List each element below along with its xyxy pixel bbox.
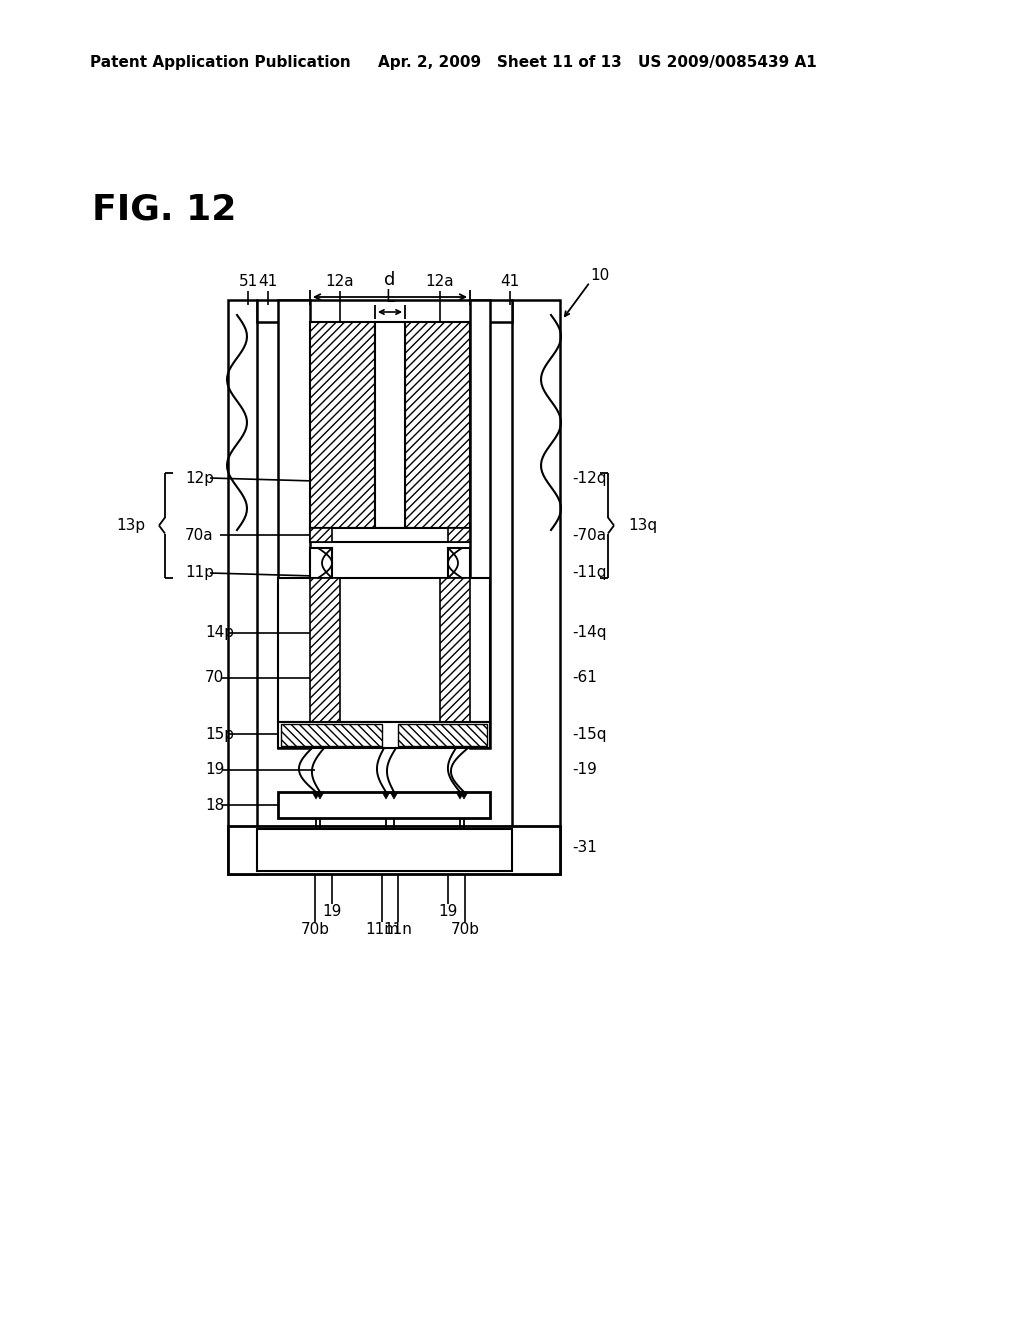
Text: FIG. 12: FIG. 12: [92, 193, 237, 227]
Text: d: d: [384, 271, 395, 289]
Bar: [449, 528, 470, 543]
Text: -15q: -15q: [572, 726, 606, 742]
Text: 18: 18: [205, 797, 224, 813]
Text: 70a: 70a: [185, 528, 214, 543]
Text: 19: 19: [205, 763, 224, 777]
Text: -31: -31: [572, 841, 597, 855]
Text: 19: 19: [438, 904, 458, 920]
Bar: [278, 578, 490, 722]
Text: 70b: 70b: [451, 923, 479, 937]
Text: 51: 51: [239, 275, 258, 289]
Bar: [398, 723, 487, 746]
Bar: [278, 722, 490, 748]
Bar: [310, 548, 332, 578]
Bar: [257, 829, 512, 871]
Text: -70a: -70a: [572, 528, 606, 543]
Bar: [310, 578, 340, 722]
Bar: [278, 300, 310, 748]
Text: -14q: -14q: [572, 626, 606, 640]
Text: Apr. 2, 2009   Sheet 11 of 13: Apr. 2, 2009 Sheet 11 of 13: [378, 54, 622, 70]
Polygon shape: [456, 792, 464, 799]
Text: L: L: [385, 288, 394, 306]
Bar: [406, 322, 470, 528]
Text: 41: 41: [501, 275, 519, 289]
Polygon shape: [316, 792, 324, 799]
Bar: [257, 300, 512, 322]
Polygon shape: [382, 792, 390, 799]
Bar: [228, 300, 257, 874]
Polygon shape: [390, 792, 398, 799]
Bar: [310, 528, 332, 543]
Text: Patent Application Publication: Patent Application Publication: [90, 54, 351, 70]
Text: 12a: 12a: [326, 275, 354, 289]
Bar: [278, 792, 490, 818]
Text: -19: -19: [572, 763, 597, 777]
Text: 13p: 13p: [116, 517, 145, 533]
Text: 70b: 70b: [300, 923, 330, 937]
Bar: [228, 826, 560, 874]
Text: 13q: 13q: [628, 517, 657, 533]
Text: US 2009/0085439 A1: US 2009/0085439 A1: [638, 54, 817, 70]
Bar: [281, 723, 382, 746]
Polygon shape: [312, 792, 319, 799]
Text: 11m: 11m: [365, 923, 399, 937]
Bar: [375, 322, 406, 528]
Text: 14p: 14p: [205, 626, 234, 640]
Bar: [512, 300, 560, 874]
Bar: [470, 300, 490, 748]
Text: 11p: 11p: [185, 565, 214, 581]
Text: -11q: -11q: [572, 565, 606, 581]
Text: 15p: 15p: [205, 726, 234, 742]
Text: 12a: 12a: [426, 275, 455, 289]
Bar: [310, 322, 375, 528]
Text: 41: 41: [258, 275, 278, 289]
Text: 12p: 12p: [185, 470, 214, 486]
Bar: [449, 548, 470, 578]
Bar: [310, 528, 470, 543]
Bar: [440, 578, 470, 722]
Text: 11n: 11n: [384, 923, 413, 937]
Text: 19: 19: [323, 904, 342, 920]
Text: 70: 70: [205, 671, 224, 685]
Text: -61: -61: [572, 671, 597, 685]
Text: -12q: -12q: [572, 470, 606, 486]
Text: 10: 10: [590, 268, 609, 282]
Polygon shape: [460, 792, 468, 799]
